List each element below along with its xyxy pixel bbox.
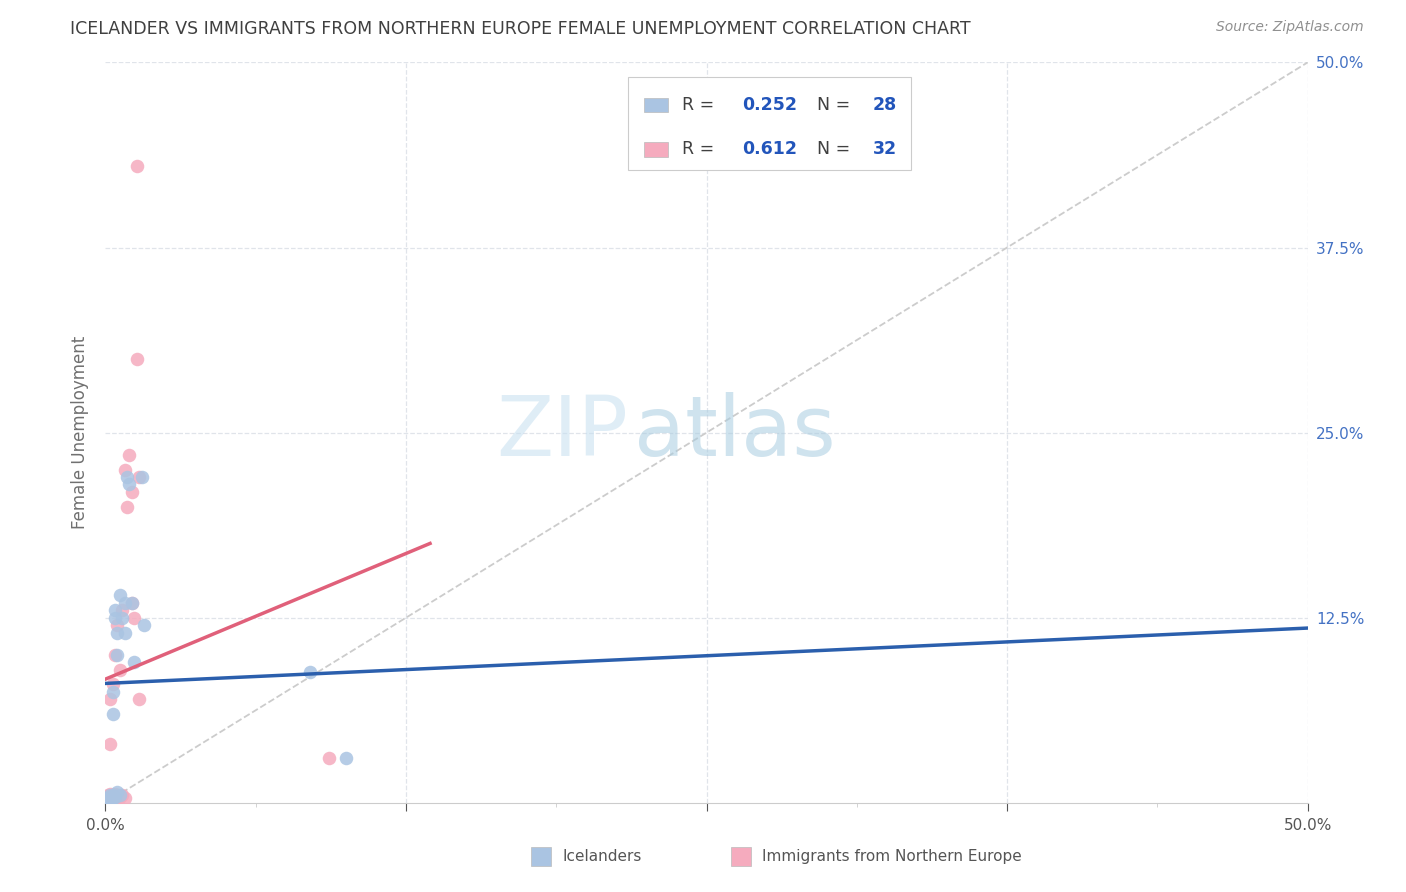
Point <box>108 589 131 603</box>
Point <box>107 648 129 662</box>
Point <box>131 470 153 484</box>
Text: atlas: atlas <box>634 392 837 473</box>
Point <box>98 787 121 801</box>
Point <box>298 665 321 680</box>
Point <box>101 677 124 691</box>
Text: 28: 28 <box>872 96 897 114</box>
Text: 0.612: 0.612 <box>742 140 797 159</box>
Point <box>118 477 141 491</box>
Point <box>101 789 124 803</box>
Bar <box>731 847 751 866</box>
Point <box>98 789 121 803</box>
Text: Icelanders: Icelanders <box>562 849 641 863</box>
FancyBboxPatch shape <box>628 78 911 169</box>
Text: R =: R = <box>682 140 720 159</box>
Point <box>114 791 136 805</box>
Point <box>101 791 124 805</box>
Point <box>108 663 131 677</box>
Point <box>107 618 129 632</box>
Point <box>98 793 121 807</box>
Point <box>104 611 127 625</box>
Text: N =: N = <box>817 140 856 159</box>
Point <box>114 596 136 610</box>
Point <box>104 648 127 662</box>
Bar <box>644 142 668 157</box>
Point <box>107 789 129 804</box>
Text: 32: 32 <box>872 140 897 159</box>
Point <box>98 692 121 706</box>
Point <box>104 603 127 617</box>
Point <box>98 791 121 805</box>
Point <box>97 789 120 804</box>
Point <box>98 789 121 804</box>
Text: R =: R = <box>682 96 720 114</box>
Bar <box>531 847 551 866</box>
Point <box>97 791 120 805</box>
Point <box>111 603 134 617</box>
Point <box>104 789 127 804</box>
Point <box>108 789 131 804</box>
Text: Immigrants from Northern Europe: Immigrants from Northern Europe <box>762 849 1022 863</box>
Point <box>108 789 131 803</box>
Point <box>98 793 121 807</box>
Point <box>111 789 134 803</box>
Point <box>101 791 124 805</box>
Text: Source: ZipAtlas.com: Source: ZipAtlas.com <box>1216 20 1364 34</box>
Point <box>97 791 120 805</box>
Text: ZIP: ZIP <box>496 392 628 473</box>
Point <box>124 655 146 669</box>
Point <box>128 470 150 484</box>
Point <box>125 159 148 173</box>
Point <box>114 625 136 640</box>
Point <box>121 596 143 610</box>
Bar <box>644 97 668 112</box>
Point <box>104 787 127 801</box>
Point <box>97 793 120 807</box>
Point <box>335 751 357 765</box>
Point <box>114 463 136 477</box>
Point <box>121 596 143 610</box>
Point <box>121 484 143 499</box>
Text: N =: N = <box>817 96 856 114</box>
Point <box>98 737 121 751</box>
Point <box>115 470 138 484</box>
Point <box>107 625 129 640</box>
Y-axis label: Female Unemployment: Female Unemployment <box>72 336 90 529</box>
Point <box>111 611 134 625</box>
Point <box>101 789 124 803</box>
Point <box>97 793 120 807</box>
Point <box>107 785 129 799</box>
Point <box>132 618 155 632</box>
Point <box>97 789 120 803</box>
Text: 0.252: 0.252 <box>742 96 797 114</box>
Point <box>125 351 148 366</box>
Point <box>115 500 138 514</box>
Point <box>118 448 141 462</box>
Point <box>124 611 146 625</box>
Point <box>101 706 124 721</box>
Point <box>318 751 340 765</box>
Text: ICELANDER VS IMMIGRANTS FROM NORTHERN EUROPE FEMALE UNEMPLOYMENT CORRELATION CHA: ICELANDER VS IMMIGRANTS FROM NORTHERN EU… <box>70 20 972 37</box>
Point <box>101 685 124 699</box>
Point <box>128 692 150 706</box>
